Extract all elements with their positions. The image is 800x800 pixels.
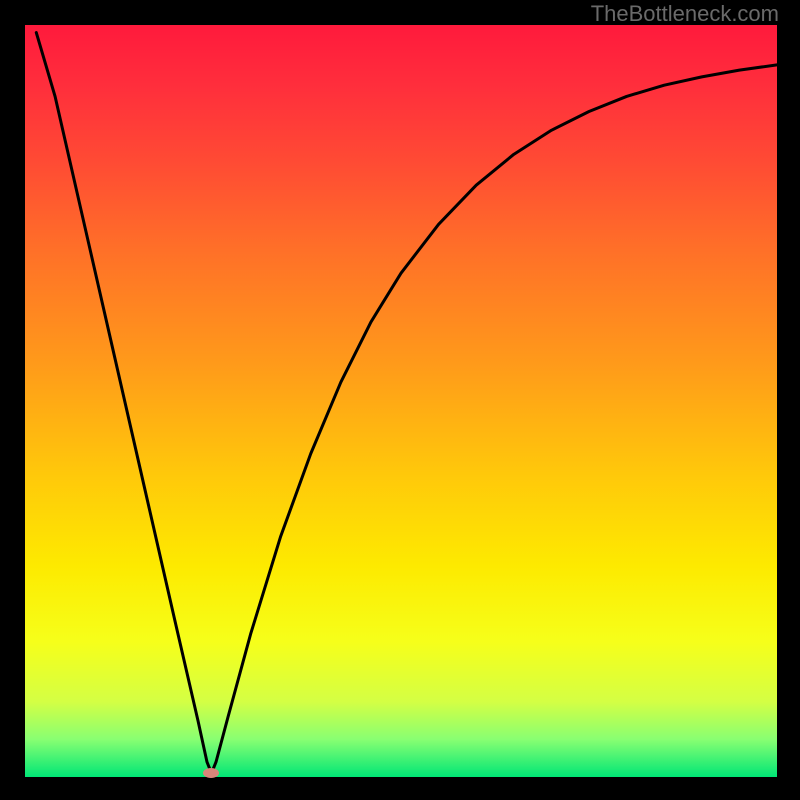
optimal-point-marker [203, 768, 219, 778]
watermark-text: TheBottleneck.com [591, 1, 779, 27]
bottleneck-curve [36, 33, 777, 774]
curve-layer [25, 25, 777, 777]
chart-container: TheBottleneck.com [0, 0, 800, 800]
plot-area [25, 25, 777, 777]
